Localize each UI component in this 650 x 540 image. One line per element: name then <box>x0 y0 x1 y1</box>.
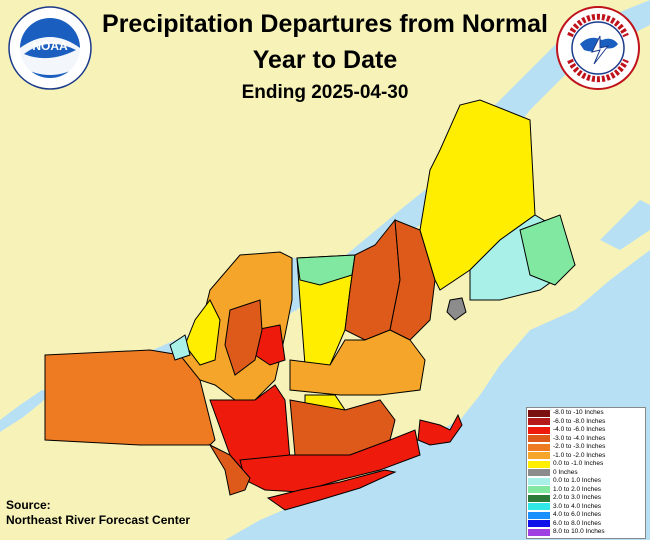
region-long-island <box>266 469 397 511</box>
legend-row: 6.0 to 8.0 Inches <box>527 520 645 529</box>
legend-swatch <box>528 477 550 485</box>
legend-label: -6.0 to -8.0 Inches <box>553 417 606 425</box>
legend-swatch <box>528 520 550 528</box>
legend-label: -2.0 to -3.0 Inches <box>553 443 606 451</box>
map-title: Precipitation Departures from Normal <box>102 10 548 38</box>
legend-row: -8.0 to -10 Inches <box>527 409 645 418</box>
bay-of-fundy <box>600 200 650 250</box>
legend-swatch <box>528 443 550 451</box>
legend-row: 0 Inches <box>527 469 645 478</box>
lake-champlain <box>292 258 300 312</box>
legend: -8.0 to -10 Inches -6.0 to -8.0 Inches -4.… <box>526 407 646 539</box>
legend-swatch <box>528 435 550 443</box>
legend-label: 0 Inches <box>553 468 578 476</box>
region-ny-north <box>184 299 221 366</box>
legend-row: -6.0 to -8.0 Inches <box>527 418 645 427</box>
legend-swatch <box>528 426 550 434</box>
region-southern-red <box>239 429 421 493</box>
map-subtitle: Year to Date <box>252 46 398 74</box>
legend-label: -3.0 to -4.0 Inches <box>553 434 606 442</box>
legend-row: 8.0 to 10.0 Inches <box>527 528 645 537</box>
region-adirondack <box>169 334 191 361</box>
legend-swatch <box>528 503 550 511</box>
noaa-logo-icon: NOAA <box>8 6 92 90</box>
region-maine-north <box>419 99 536 291</box>
legend-row: 2.0 to 3.0 Inches <box>527 494 645 503</box>
legend-swatch <box>528 486 550 494</box>
legend-label: 0.0 to 1.0 Inches <box>553 477 602 485</box>
region-nj <box>208 443 251 496</box>
legend-label: 6.0 to 8.0 Inches <box>553 519 602 527</box>
legend-label: 0.0 to -1.0 Inches <box>553 460 604 468</box>
legend-row: 1.0 to 2.0 Inches <box>527 486 645 495</box>
legend-label: -8.0 to -10 Inches <box>553 409 604 417</box>
region-cape-cod <box>417 413 463 446</box>
legend-swatch <box>528 494 550 502</box>
legend-label: -4.0 to -6.0 Inches <box>553 426 606 434</box>
region-gray <box>446 297 467 321</box>
legend-label: 8.0 to 10.0 Inches <box>553 528 605 536</box>
legend-row: 3.0 to 4.0 Inches <box>527 503 645 512</box>
source-note: Source: Northeast River Forecast Center <box>6 498 190 528</box>
legend-label: 4.0 to 6.0 Inches <box>553 511 602 519</box>
legend-label: 2.0 to 3.0 Inches <box>553 494 602 502</box>
lake-erie <box>0 390 50 432</box>
legend-row: -2.0 to -3.0 Inches <box>527 443 645 452</box>
region-massachusetts <box>289 329 426 396</box>
legend-label: -1.0 to -2.0 Inches <box>553 451 606 459</box>
legend-swatch <box>528 409 550 417</box>
legend-swatch <box>528 452 550 460</box>
region-vermont-north <box>296 254 356 286</box>
source-org: Northeast River Forecast Center <box>6 513 191 527</box>
region-ny-west <box>44 349 216 446</box>
legend-swatch <box>528 418 550 426</box>
legend-row: 0.0 to -1.0 Inches <box>527 460 645 469</box>
region-maine-coast <box>519 214 576 286</box>
nws-logo-icon <box>556 6 640 90</box>
legend-row: -4.0 to -6.0 Inches <box>527 426 645 435</box>
legend-label: 1.0 to 2.0 Inches <box>553 485 602 493</box>
legend-row: 0.0 to 1.0 Inches <box>527 477 645 486</box>
svg-text:NOAA: NOAA <box>32 39 68 53</box>
legend-row: -1.0 to -2.0 Inches <box>527 452 645 461</box>
legend-row: -3.0 to -4.0 Inches <box>527 435 645 444</box>
legend-row: 4.0 to 6.0 Inches <box>527 511 645 520</box>
source-label: Source: <box>6 498 51 512</box>
legend-swatch <box>528 528 550 536</box>
legend-label: 3.0 to 4.0 Inches <box>553 502 602 510</box>
legend-swatch <box>528 511 550 519</box>
region-ny-mid <box>224 299 263 376</box>
legend-swatch <box>528 460 550 468</box>
map-date: Ending 2025-04-30 <box>241 82 409 103</box>
legend-swatch <box>528 469 550 477</box>
